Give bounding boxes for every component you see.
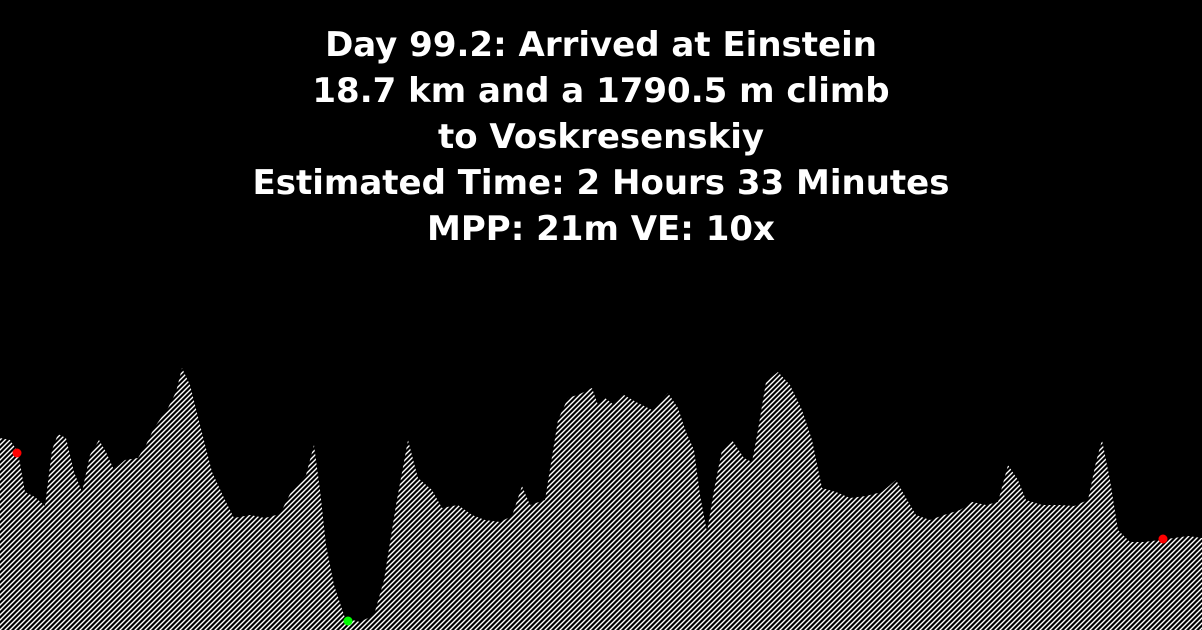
elevation-area	[0, 368, 1202, 630]
title-line-day: Day 99.2: Arrived at Einstein	[325, 25, 877, 65]
title-line-time: Estimated Time: 2 Hours 33 Minutes	[252, 163, 950, 203]
marker-high-2	[1158, 534, 1168, 544]
marker-lowest-0	[343, 616, 353, 626]
title-line-scale: MPP: 21m VE: 10x	[427, 209, 775, 249]
chart-title: Day 99.2: Arrived at Einstein 18.7 km an…	[0, 22, 1202, 252]
marker-high-1	[12, 448, 22, 458]
marker-layer	[12, 448, 1168, 626]
title-line-destination: to Voskresenskiy	[437, 117, 765, 157]
title-line-distance: 18.7 km and a 1790.5 m climb	[312, 71, 890, 111]
